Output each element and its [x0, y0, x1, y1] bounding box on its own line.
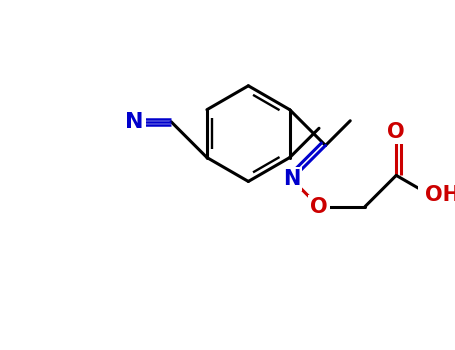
Text: O: O: [387, 122, 405, 142]
Text: N: N: [283, 169, 300, 189]
Text: O: O: [310, 197, 328, 217]
Text: N: N: [125, 112, 144, 132]
Text: OH: OH: [425, 185, 455, 205]
